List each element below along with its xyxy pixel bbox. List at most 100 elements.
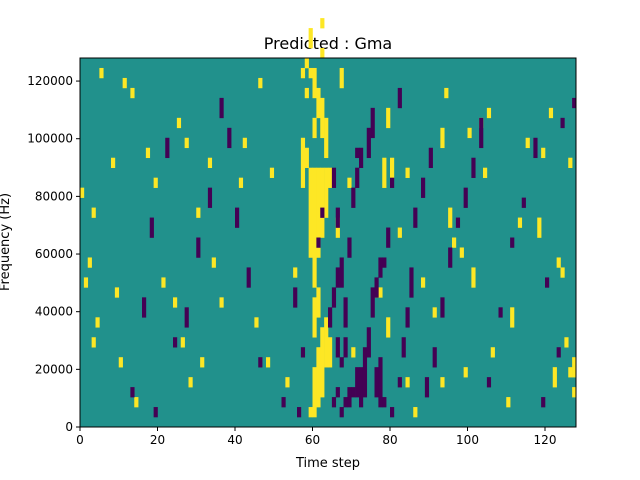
heatmap-cell-low [397,87,402,109]
heatmap-cell-low [153,407,158,418]
heatmap-cell-high [320,97,325,139]
heatmap-cell-high [83,277,89,288]
heatmap-cell-high [308,67,313,79]
heatmap-cell-high [242,137,247,149]
heatmap-cell-low [149,217,154,238]
heatmap-cell-high [572,357,577,378]
heatmap-cell-high [432,307,437,318]
heatmap-cell-high [184,137,189,149]
heatmap-cell-high [312,117,317,139]
heatmap-cell-high [308,28,313,49]
x-tick-label: 120 [534,433,557,447]
plot-frame [79,57,577,428]
heatmap-cell-high [324,167,329,218]
y-axis-label: Frequency (Hz) [0,193,13,291]
heatmap-cell-high [483,167,488,178]
heatmap-cell-low [339,257,344,288]
heatmap-cell-low [351,187,356,208]
heatmap-cell-high [463,367,468,378]
heatmap-cell-low [335,387,340,398]
heatmap-cell-high [537,217,542,238]
heatmap-cell-high [134,397,139,408]
heatmap-cell-low [390,177,395,188]
heatmap-cell-high [176,117,182,129]
heatmap-cell-high [312,257,317,288]
heatmap-cell-low [300,347,306,358]
heatmap-cell-low [432,347,437,368]
heatmap-cell-high [258,77,263,89]
heatmap-cell-high [541,147,546,159]
chart-title: Predicted : Gma [264,34,392,53]
heatmap-cell-high [269,167,275,178]
heatmap-cell-high [405,377,410,388]
y-tick-label: 120000 [27,74,73,88]
heatmap-cell-high [440,127,445,149]
heatmap-cell-high [390,157,395,178]
heatmap-cell-low [386,227,391,248]
heatmap-cell-low [533,137,538,159]
heatmap-cell-high [467,127,472,139]
heatmap-cell-high [320,327,325,398]
heatmap-cell-low [343,297,348,328]
heatmap-cell-low [347,387,352,408]
heatmap-cell-low [351,387,356,398]
heatmap-cell-high [382,157,387,188]
heatmap-cell-low [347,237,352,258]
heatmap-cell-high [114,287,120,298]
heatmap-cell-low [297,407,302,418]
heatmap-cell-high [285,377,290,388]
y-tick-label: 60000 [35,247,73,261]
heatmap-cell-low [258,357,263,368]
heatmap-cell-low [331,167,337,188]
heatmap-cell-low [235,207,240,228]
heatmap-cell-low [428,147,433,169]
heatmap-cell-low [320,207,325,218]
heatmap-cell-low [184,307,189,328]
heatmap-cell-high [510,307,515,328]
heatmap-cell-high [173,297,178,308]
heatmap-cell-high [517,217,523,228]
heatmap-cell-low [463,187,468,208]
heatmap-cell-high [312,297,317,338]
heatmap-cell-high [386,107,391,129]
x-tick-label: 0 [76,433,84,447]
heatmap-cell-high [188,377,193,388]
heatmap-cell-low [331,287,337,308]
heatmap-cell-low [355,167,360,188]
x-tick-label: 100 [456,433,479,447]
x-axis-label: Time step [295,456,360,471]
heatmap-cell-low [560,117,565,129]
heatmap-cell-high [490,347,495,358]
heatmap-cell-high [448,207,453,228]
heatmap-cell-high [320,167,325,238]
heatmap-cell-high [572,387,577,398]
heatmap-cell-low [366,327,371,358]
heatmap-cell-high [211,257,216,268]
heatmap-cell-low [390,407,395,418]
heatmap-cell-low [281,397,286,408]
heatmap-cell-low [545,277,550,288]
heatmap-cell-low [339,357,344,368]
heatmap-cell-low [440,297,445,318]
heatmap-cell-low [207,187,213,208]
heatmap-cell-low [521,197,526,208]
heatmap-cell-high [556,257,561,268]
heatmap-cell-high [564,337,569,348]
heatmap-cell-high [421,277,426,288]
heatmap-cell-high [413,407,418,418]
heatmap-cell-low [556,347,561,358]
heatmap-cell-high [300,67,306,79]
heatmap-cell-low [374,367,379,398]
heatmap-cell-high [95,317,100,328]
heatmap-cell-high [452,237,457,248]
heatmap-cell-low [316,237,321,248]
heatmap-cell-low [355,147,360,159]
heatmap-cell-high [254,317,259,328]
heatmap-cell-high [130,87,135,99]
heatmap-cell-low [355,367,360,398]
heatmap-cell-low [328,307,333,328]
heatmap-cell-high [145,147,151,159]
heatmap-cell-high [525,137,530,149]
heatmap-cell-low [421,177,426,198]
